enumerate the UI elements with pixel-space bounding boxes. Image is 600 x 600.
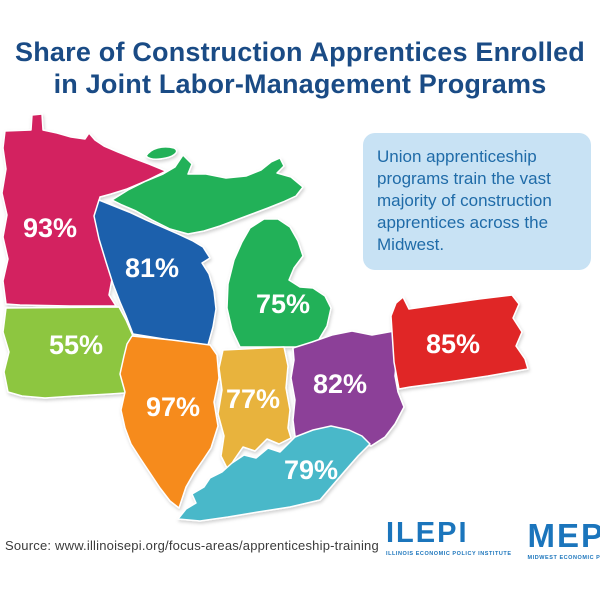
label-michigan-value: 75% [256, 289, 310, 319]
page-title-line2: in Joint Labor-Management Programs [53, 69, 547, 100]
callout-note: Union apprenticeship programs train the … [363, 133, 591, 270]
mepi-logo: MEPI MIDWEST ECONOMIC POLICY INSTITUTE [528, 519, 600, 561]
state-wisconsin [93, 199, 217, 346]
page-title-line1: Share of Construction Apprentices Enroll… [15, 37, 585, 67]
label-pennsylvania-value: 85% [426, 329, 480, 359]
label-iowa-value: 55% [49, 330, 103, 360]
mepi-logo-wordmark: MEPI [527, 517, 600, 554]
state-pennsylvania [390, 294, 529, 390]
state-michigan [111, 146, 332, 348]
ilepi-logo-tagline: ILLINOIS ECONOMIC POLICY INSTITUTE [386, 551, 512, 557]
state-minnesota [1, 113, 167, 307]
source-citation: Source: www.illinoisepi.org/focus-areas/… [5, 538, 379, 553]
label-wisconsin-value: 81% [125, 253, 179, 283]
ilepi-logo-wordmark: ILEPI [386, 517, 469, 549]
label-kentucky-value: 79% [284, 455, 338, 485]
page-title: Share of Construction Apprentices Enroll… [0, 36, 600, 101]
label-ohio-value: 82% [313, 369, 367, 399]
mepi-logo-tagline: MIDWEST ECONOMIC POLICY INSTITUTE [527, 555, 600, 561]
label-indiana-value: 77% [226, 384, 280, 414]
state-illinois [119, 335, 220, 509]
state-ohio [290, 330, 405, 453]
logos: ILEPI ILLINOIS ECONOMIC POLICY INSTITUTE… [386, 517, 600, 562]
state-indiana [217, 346, 292, 471]
label-illinois-value: 97% [146, 392, 200, 422]
ilepi-logo: ILEPI ILLINOIS ECONOMIC POLICY INSTITUTE [386, 517, 512, 558]
label-minnesota-value: 93% [23, 213, 77, 243]
state-kentucky [177, 425, 371, 522]
state-iowa [2, 306, 143, 399]
callout-text: Union apprenticeship programs train the … [377, 147, 552, 254]
